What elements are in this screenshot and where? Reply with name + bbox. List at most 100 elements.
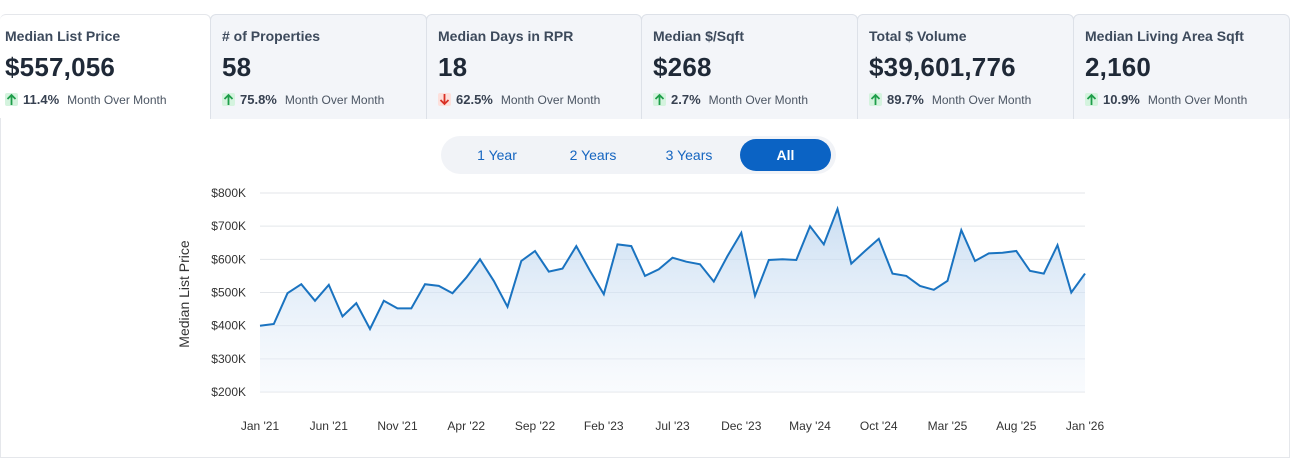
data-point[interactable] <box>436 283 442 289</box>
data-point[interactable] <box>353 300 359 306</box>
data-point[interactable] <box>381 298 387 304</box>
data-point[interactable] <box>903 273 909 279</box>
data-point[interactable] <box>958 227 964 233</box>
change-percent: 89.7% <box>887 92 924 107</box>
data-point[interactable] <box>1068 290 1074 296</box>
data-point[interactable] <box>587 268 593 274</box>
change-period: Month Over Month <box>67 92 167 107</box>
tab-value: 18 <box>438 52 468 82</box>
data-point[interactable] <box>477 256 483 262</box>
data-point[interactable] <box>890 271 896 277</box>
data-point[interactable] <box>752 293 758 299</box>
y-tick-label: $800K <box>211 186 246 200</box>
data-point[interactable] <box>532 248 538 254</box>
data-point[interactable] <box>821 241 827 247</box>
data-point[interactable] <box>711 279 717 285</box>
data-point[interactable] <box>697 261 703 267</box>
y-tick-label: $300K <box>211 352 246 366</box>
x-tick-label: Jun '21 <box>310 419 349 433</box>
data-point[interactable] <box>725 253 731 259</box>
data-point[interactable] <box>1055 242 1061 248</box>
x-tick-label: Dec '23 <box>721 419 762 433</box>
x-tick-label: Jan '21 <box>241 419 280 433</box>
tab-median-list-price[interactable]: Median List Price $557,056 11.4% Month Over… <box>0 14 211 119</box>
tab-num-properties[interactable]: # of Properties 58 75.8% Month Over Month <box>210 14 427 119</box>
arrow-up-icon <box>5 93 18 106</box>
data-point[interactable] <box>573 243 579 249</box>
data-point[interactable] <box>546 269 552 275</box>
x-tick-label: Jan '26 <box>1066 419 1105 433</box>
data-point[interactable] <box>917 283 923 289</box>
y-tick-label: $400K <box>211 319 246 333</box>
data-point[interactable] <box>945 278 951 284</box>
data-point[interactable] <box>683 259 689 265</box>
data-point[interactable] <box>766 257 772 263</box>
tab-value: 2,160 <box>1085 52 1152 82</box>
data-point[interactable] <box>285 290 291 296</box>
tab-median-days-rpr[interactable]: Median Days in RPR 18 62.5% Month Over Mont… <box>426 14 642 119</box>
tab-label: Total $ Volume <box>869 28 967 44</box>
data-point[interactable] <box>271 321 277 327</box>
data-point[interactable] <box>257 323 263 329</box>
x-axis-ticks: Jan '21 Jun '21 Nov '21 Apr '22 Sep '22 Feb '… <box>241 419 1105 433</box>
data-point[interactable] <box>463 275 469 281</box>
data-point[interactable] <box>1082 271 1088 277</box>
data-point[interactable] <box>298 281 304 287</box>
data-point[interactable] <box>518 258 524 264</box>
data-point[interactable] <box>422 281 428 287</box>
range-3-years-button[interactable]: 3 Years <box>665 147 713 163</box>
tab-median-living-area[interactable]: Median Living Area Sqft 2,160 10.9% Month O… <box>1073 14 1290 119</box>
data-point[interactable] <box>642 273 648 279</box>
data-point[interactable] <box>793 257 799 263</box>
data-point[interactable] <box>1013 248 1019 254</box>
range-2-years-button[interactable]: 2 Years <box>569 147 617 163</box>
tab-change: 2.7% Month Over Month <box>653 92 857 107</box>
change-period: Month Over Month <box>284 92 385 107</box>
data-point[interactable] <box>505 304 511 310</box>
data-point[interactable] <box>312 298 318 304</box>
data-point[interactable] <box>848 261 854 267</box>
y-axis-label: Median List Price <box>176 240 192 348</box>
data-point[interactable] <box>326 282 332 288</box>
data-point[interactable] <box>780 256 786 262</box>
data-point[interactable] <box>367 326 373 332</box>
data-point[interactable] <box>972 258 978 264</box>
y-tick-label: $500K <box>211 286 246 300</box>
range-1-year-button[interactable]: 1 Year <box>477 147 517 163</box>
x-tick-label: Aug '25 <box>996 419 1037 433</box>
data-point[interactable] <box>628 243 634 249</box>
data-point[interactable] <box>560 266 566 272</box>
tab-median-price-sqft[interactable]: Median $/Sqft $268 2.7% Month Over Month <box>641 14 858 119</box>
data-point[interactable] <box>656 266 662 272</box>
data-point[interactable] <box>670 255 676 261</box>
data-point[interactable] <box>738 230 744 236</box>
tab-label: Median $/Sqft <box>653 28 745 44</box>
data-point[interactable] <box>408 305 414 311</box>
change-percent: 62.5% <box>456 92 493 107</box>
data-point[interactable] <box>862 248 868 254</box>
data-point[interactable] <box>931 287 937 293</box>
tab-total-volume[interactable]: Total $ Volume $39,601,776 89.7% Month Over… <box>857 14 1074 119</box>
tab-label: Median List Price <box>5 28 121 44</box>
data-point[interactable] <box>1027 268 1033 274</box>
data-point[interactable] <box>1041 271 1047 277</box>
data-point[interactable] <box>450 290 456 296</box>
data-point[interactable] <box>340 313 346 319</box>
x-tick-label: May '24 <box>789 419 831 433</box>
chart-panel <box>0 118 1290 458</box>
data-point[interactable] <box>615 241 621 247</box>
change-percent: 2.7% <box>671 92 701 107</box>
data-point[interactable] <box>807 223 813 229</box>
data-point[interactable] <box>986 250 992 256</box>
range-all-button[interactable]: All <box>740 139 831 171</box>
data-point[interactable] <box>876 236 882 242</box>
data-point[interactable] <box>395 305 401 311</box>
data-point[interactable] <box>601 291 607 297</box>
change-percent: 10.9% <box>1103 92 1140 107</box>
data-point[interactable] <box>1000 250 1006 256</box>
data-point[interactable] <box>491 278 497 284</box>
data-point[interactable] <box>835 206 841 212</box>
change-period: Month Over Month <box>500 92 601 107</box>
y-tick-label: $700K <box>211 219 246 233</box>
